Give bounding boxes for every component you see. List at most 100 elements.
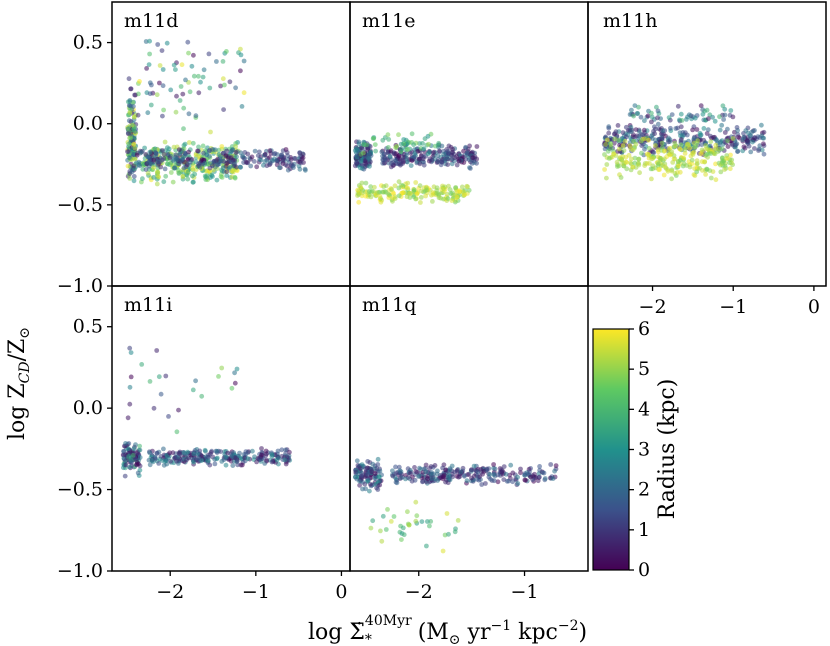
data-point-m11i (135, 470, 141, 476)
data-point-m11d (126, 155, 132, 161)
data-point-m11q (553, 463, 559, 468)
data-point-m11d (164, 40, 170, 46)
data-point-m11h (720, 103, 726, 109)
data-point-m11i (122, 473, 128, 479)
data-point-m11e (367, 163, 372, 169)
data-point-m11h (708, 151, 713, 156)
data-point-m11q (403, 476, 408, 482)
data-point-m11q (434, 471, 440, 477)
data-point-m11e (411, 142, 416, 148)
data-point-m11i (147, 450, 153, 456)
data-point-m11i (283, 447, 288, 453)
data-point-m11i (166, 414, 171, 419)
data-point-m11d (200, 74, 206, 80)
data-point-m11d (163, 173, 169, 179)
x-title-units-yr: yr (461, 620, 491, 645)
data-point-m11d (196, 90, 202, 96)
data-point-m11h (661, 172, 667, 178)
data-point-m11i (195, 451, 201, 457)
data-point-m11h (759, 122, 764, 128)
data-point-m11i (243, 449, 249, 454)
data-point-m11h (615, 123, 621, 128)
data-point-m11e (401, 137, 407, 142)
data-point-m11h (712, 151, 718, 157)
data-point-m11e (370, 136, 376, 141)
data-point-m11q (405, 466, 411, 472)
data-point-m11h (678, 124, 684, 130)
data-point-m11h (653, 143, 658, 148)
panel-m11e: m11e (349, 1, 589, 287)
data-point-m11d (131, 174, 137, 179)
x-tick-label-m11h: −1 (719, 296, 747, 318)
data-point-m11d (271, 151, 277, 157)
data-point-m11q (405, 509, 410, 515)
data-point-m11q (447, 466, 453, 471)
data-point-m11d (185, 169, 191, 175)
data-point-m11h (717, 114, 722, 120)
data-point-m11i (250, 448, 255, 454)
data-point-m11d (125, 131, 131, 137)
data-point-m11q (399, 537, 404, 542)
data-point-m11d (233, 85, 239, 91)
data-point-m11h (623, 154, 629, 160)
data-point-m11h (616, 137, 622, 143)
data-point-m11d (208, 160, 213, 166)
data-point-m11d (249, 154, 255, 160)
data-point-m11d (239, 104, 245, 109)
data-point-m11h (646, 137, 651, 143)
data-point-m11q (491, 472, 497, 478)
data-point-m11h (620, 160, 625, 166)
data-point-m11d (181, 165, 187, 171)
data-point-m11h (659, 140, 665, 146)
x-tick-label-m11q: −2 (405, 581, 433, 603)
data-point-m11d (232, 174, 238, 180)
data-point-m11e (388, 148, 394, 154)
data-point-m11h (675, 125, 680, 131)
data-point-m11d (186, 140, 192, 145)
data-point-m11h (606, 156, 612, 161)
data-point-m11h (632, 160, 638, 166)
data-point-m11q (491, 462, 496, 467)
x-title-units-open: (M (418, 620, 449, 645)
data-point-m11h (632, 155, 638, 161)
data-point-m11h (728, 152, 733, 158)
data-point-m11e (411, 187, 417, 193)
data-point-m11e (408, 163, 414, 169)
panel-label-m11d: m11d (124, 10, 178, 32)
data-point-m11e (392, 183, 398, 189)
data-point-m11i (121, 448, 126, 454)
data-point-m11d (155, 159, 161, 165)
data-point-m11d (238, 164, 244, 170)
colorbar-tick-label: 2 (638, 479, 650, 501)
data-point-m11h (704, 167, 710, 172)
data-point-m11e (419, 188, 424, 194)
data-point-m11h (678, 142, 684, 148)
data-point-m11d (154, 151, 159, 157)
data-point-m11h (702, 108, 707, 114)
data-point-m11e (382, 189, 388, 194)
data-point-m11h (728, 108, 734, 113)
data-point-m11h (750, 139, 755, 145)
data-point-m11i (212, 461, 218, 467)
data-point-m11h (722, 130, 728, 135)
data-point-m11d (185, 176, 191, 182)
data-point-m11h (682, 151, 688, 156)
data-point-m11e (407, 191, 412, 196)
data-point-m11q (479, 482, 485, 487)
data-point-m11e (367, 151, 373, 157)
data-point-m11h (619, 157, 624, 163)
data-point-m11d (295, 159, 301, 164)
data-point-m11e (358, 159, 364, 165)
data-point-m11d (262, 152, 268, 158)
colorbar-tick-label: 5 (638, 358, 650, 380)
scatter-points-m11h (601, 103, 767, 183)
data-point-m11e (386, 192, 391, 197)
data-point-m11e (439, 190, 444, 196)
data-point-m11i (131, 446, 137, 452)
data-point-m11e (369, 188, 375, 194)
data-point-m11i (254, 459, 259, 465)
data-point-m11q (446, 531, 451, 537)
data-point-m11i (154, 348, 160, 353)
data-point-m11h (687, 145, 693, 151)
data-point-m11h (631, 113, 636, 119)
